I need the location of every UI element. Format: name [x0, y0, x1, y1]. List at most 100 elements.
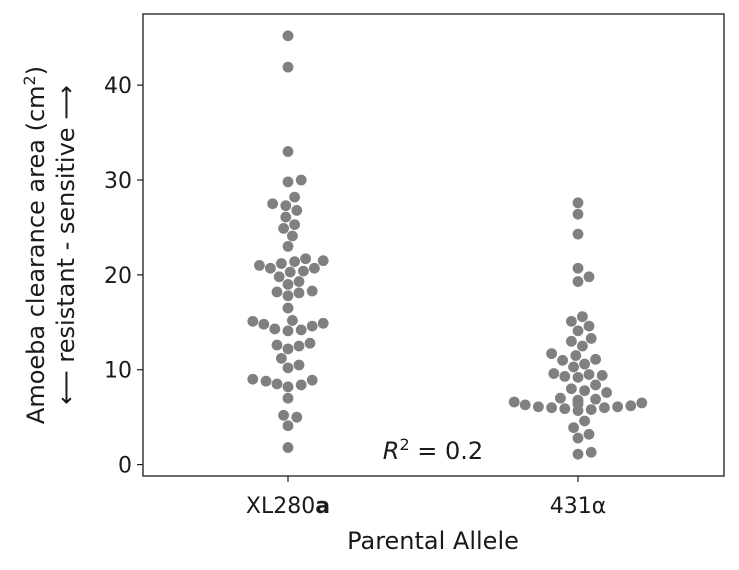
data-point	[295, 174, 307, 186]
data-point	[293, 359, 305, 371]
data-point	[271, 378, 283, 390]
data-point	[585, 333, 597, 344]
data-point	[601, 387, 612, 398]
data-point	[636, 397, 648, 409]
data-point	[566, 335, 577, 347]
data-point	[282, 146, 294, 157]
y-tick-label: 0	[118, 454, 132, 479]
data-point	[267, 198, 278, 210]
data-point	[533, 401, 544, 413]
y-tick-label: 30	[104, 169, 132, 194]
data-point	[508, 396, 520, 408]
data-point	[271, 286, 283, 298]
data-point	[298, 265, 309, 277]
data-point	[572, 197, 584, 209]
data-point	[295, 324, 307, 336]
data-point	[278, 409, 289, 421]
data-point	[585, 404, 597, 415]
data-point	[590, 379, 601, 391]
data-point	[572, 262, 584, 274]
data-point	[282, 290, 294, 302]
y-axis-title-line2: ⟵ resistant - sensitive ⟶	[52, 85, 80, 404]
data-point	[583, 271, 595, 283]
data-point	[572, 371, 584, 383]
data-point	[546, 402, 557, 414]
data-point	[282, 362, 294, 374]
data-point	[289, 219, 300, 231]
data-point	[309, 262, 320, 274]
data-point	[566, 383, 577, 395]
plot-area	[142, 13, 725, 477]
y-tick-label: 20	[104, 264, 132, 289]
data-point	[583, 428, 595, 440]
data-point	[568, 422, 579, 434]
data-point	[519, 399, 531, 411]
data-point	[265, 262, 276, 274]
data-point	[289, 191, 300, 203]
data-point	[269, 323, 281, 335]
data-point	[572, 208, 584, 220]
y-axis-ticks: 0 10 20 30 40	[104, 74, 143, 479]
y-tick-label: 10	[104, 359, 132, 384]
data-point	[585, 446, 597, 458]
data-point	[278, 222, 289, 234]
annotation-r-squared: R2 = 0.2	[383, 434, 483, 465]
data-point	[282, 241, 294, 252]
x-tick-label: 431α	[550, 494, 607, 519]
data-point	[570, 350, 582, 361]
data-point	[295, 379, 307, 391]
data-point	[284, 266, 296, 278]
data-point	[568, 361, 579, 373]
data-point	[559, 370, 571, 382]
data-point	[572, 394, 584, 406]
data-point	[317, 255, 329, 267]
data-point	[247, 373, 259, 385]
data-point	[293, 276, 305, 287]
data-point	[282, 30, 294, 42]
data-point	[625, 400, 637, 412]
data-point	[599, 402, 610, 414]
data-point	[548, 368, 560, 379]
x-axis-title: Parental Allele	[347, 527, 519, 555]
data-point	[282, 325, 294, 337]
data-point	[276, 352, 287, 364]
data-point	[289, 256, 300, 268]
data-point	[306, 285, 318, 297]
data-point	[579, 415, 590, 427]
data-point	[566, 315, 577, 327]
data-point	[557, 354, 568, 366]
data-point	[596, 370, 608, 381]
data-point	[287, 230, 298, 242]
data-point	[306, 374, 318, 386]
data-point	[300, 253, 311, 265]
x-tick-label: XL280a	[246, 494, 330, 519]
data-points	[247, 30, 648, 460]
data-point	[291, 411, 303, 423]
data-point	[282, 61, 294, 73]
data-point	[273, 271, 285, 283]
data-point	[306, 320, 318, 332]
data-point	[258, 318, 270, 330]
data-point	[590, 353, 601, 365]
data-point	[304, 337, 316, 349]
data-point	[282, 278, 294, 290]
data-point	[291, 204, 303, 216]
data-point	[282, 176, 294, 188]
data-point	[282, 381, 294, 393]
data-point	[280, 211, 292, 223]
data-point	[579, 358, 590, 370]
data-point	[583, 320, 595, 332]
y-axis-title-line1: Amoeba clearance area (cm2)	[20, 66, 51, 424]
data-point	[546, 348, 557, 360]
data-point	[282, 392, 294, 404]
data-point	[559, 403, 571, 415]
data-point	[590, 393, 601, 405]
data-point	[280, 200, 292, 212]
data-point	[247, 315, 259, 327]
data-point	[260, 375, 272, 387]
data-point	[572, 448, 584, 460]
data-point	[282, 420, 294, 432]
data-point	[555, 392, 566, 404]
x-axis-ticks: XL280a 431α	[246, 476, 606, 519]
data-point	[572, 432, 584, 444]
